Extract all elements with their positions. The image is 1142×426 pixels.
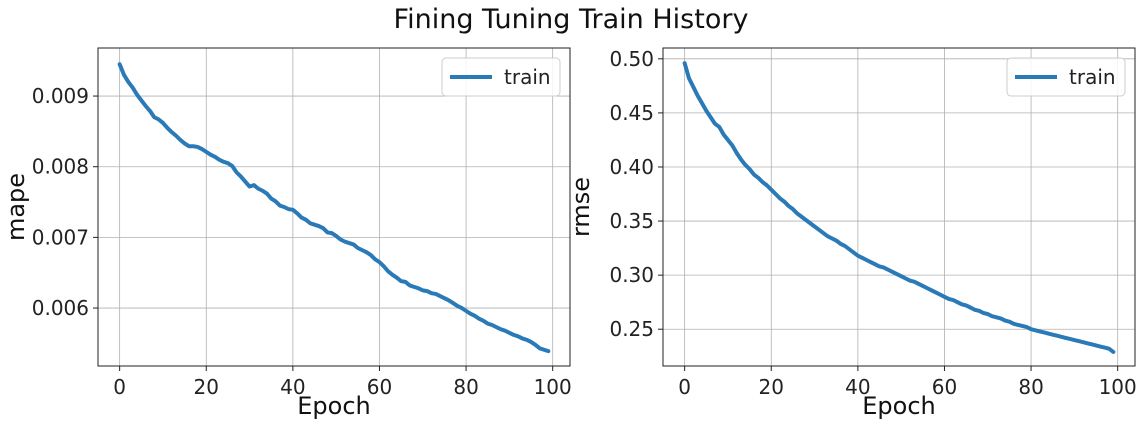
x-axis-title: Epoch [862,392,936,420]
x-tick-label: 40 [280,375,305,399]
y-tick-label: 0.50 [609,47,654,71]
figure-title: Fining Tuning Train History [394,4,749,35]
series-line-train [682,61,1116,354]
x-tick-label: 20 [759,375,784,399]
plot-area [98,48,570,366]
x-tick-label: 60 [932,375,957,399]
y-tick-label: 0.006 [32,296,89,320]
x-axis-title: Epoch [297,392,371,420]
x-tick-label: 80 [453,375,478,399]
legend: train [441,57,561,97]
x-tick-label: 40 [845,375,870,399]
y-tick-label: 0.40 [609,155,654,179]
y-axis-title: rmse [567,177,595,237]
axes-frame [97,47,571,367]
legend-label: train [504,65,551,89]
y-tick-label: 0.008 [32,155,89,179]
y-axis-title: mape [2,173,30,241]
y-tick-label: 0.009 [32,84,89,108]
y-tick-label: 0.30 [609,263,654,287]
axes-frame [662,47,1136,367]
x-tick-label: 20 [194,375,219,399]
x-tick-label: 100 [1099,375,1137,399]
x-tick-label: 100 [534,375,572,399]
legend-label: train [1069,65,1116,89]
x-tick-label: 0 [113,375,126,399]
legend-box [1006,57,1126,97]
mape-chart: 0 20 40 60 80 100 0.006 0.007 0.008 0.009 Epoch map… [2,47,572,420]
x-tick-label: 0 [678,375,691,399]
x-tick-label: 60 [367,375,392,399]
plot-area [663,48,1135,366]
legend: train [1006,57,1126,97]
y-tick-label: 0.35 [609,209,654,233]
y-tick-label: 0.007 [32,225,89,249]
series-line-train [117,62,551,354]
legend-box [441,57,561,97]
rmse-chart: 0 20 40 60 80 100 0.25 0.30 0.35 0.40 0.45 0.50 Epoc… [567,47,1137,420]
y-tick-label: 0.25 [609,317,654,341]
x-tick-label: 80 [1018,375,1043,399]
y-tick-label: 0.45 [609,101,654,125]
